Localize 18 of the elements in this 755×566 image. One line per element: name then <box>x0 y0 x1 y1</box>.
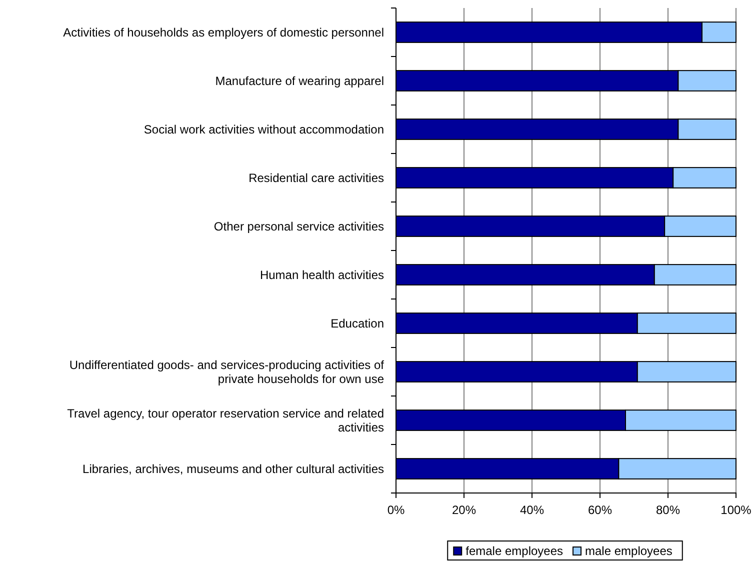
x-tick-label: 80% <box>656 503 680 518</box>
y-tick-label: Education <box>330 316 384 330</box>
y-tick-label: Other personal service activities <box>214 219 384 234</box>
x-tick-label: 20% <box>452 503 476 518</box>
y-tick-label: Travel agency, tour operator reservation service and related activities <box>67 406 384 434</box>
y-tick-label: Manufacture of wearing apparel <box>215 74 384 88</box>
legend-label: female employees <box>466 544 564 558</box>
y-tick-label: Activities of households as employers of domestic personnel <box>63 25 384 40</box>
x-tick-label: 60% <box>588 503 612 518</box>
y-tick-label: Residential care activities <box>248 170 384 185</box>
legend-label: male employees <box>585 544 672 558</box>
y-tick-label: Libraries, archives, museums and other cultural activities <box>82 462 384 476</box>
y-tick-label: Human health activities <box>260 268 384 282</box>
x-tick-label: 40% <box>520 503 544 518</box>
x-tick-label: 0% <box>387 503 405 518</box>
y-tick-label: Social work activities without accommodation <box>144 122 384 136</box>
y-tick-label: Undifferentiated goods- and services-producing activities of private households for own use <box>69 358 385 386</box>
x-tick-label: 100% <box>720 503 752 518</box>
